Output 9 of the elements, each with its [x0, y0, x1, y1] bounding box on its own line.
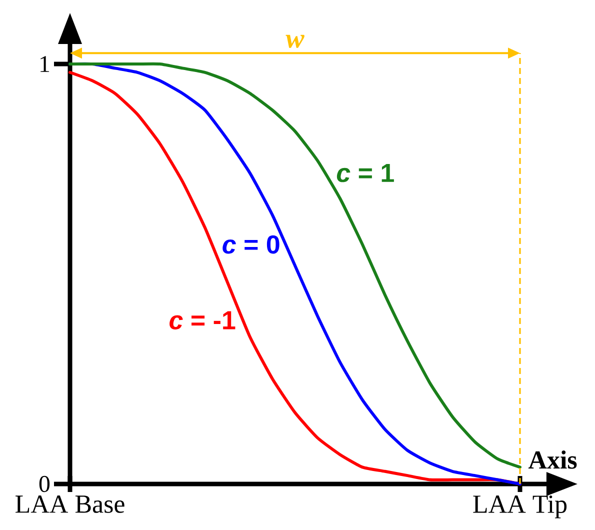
x-axis-title: Axis: [528, 450, 577, 469]
series-label: c = 1: [336, 164, 394, 182]
annotation: w: [286, 34, 304, 48]
x-tick-label: LAA Tip: [473, 496, 567, 518]
x-tick-label: LAA Base: [16, 496, 124, 513]
y-tick-label: 1: [40, 56, 50, 72]
y-tick-label: 0: [39, 476, 50, 492]
series-label: c = -1: [170, 311, 236, 330]
series-label: c = 0: [222, 235, 280, 254]
